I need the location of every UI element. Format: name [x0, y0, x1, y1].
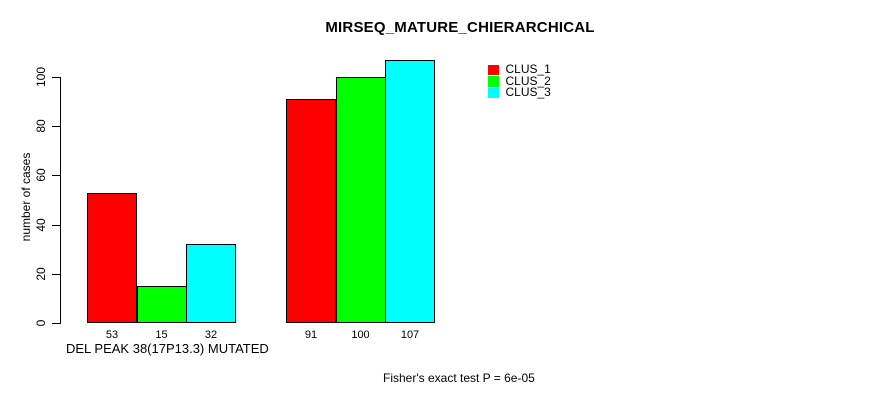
bar-value-label: 53	[105, 329, 119, 341]
legend-item: CLUS_2	[488, 73, 551, 88]
bar-clus_1-group2	[286, 99, 336, 323]
bar-value-label: 91	[304, 329, 318, 341]
bar-value-label: 100	[351, 329, 370, 341]
bar-clus_2-group2	[335, 77, 386, 323]
bar-clus_1-group1	[87, 192, 137, 323]
bar-clus_2-group1	[136, 286, 187, 323]
bar-value-label: 32	[204, 329, 218, 341]
y-axis-line	[60, 77, 61, 324]
legend-swatch-icon	[488, 87, 499, 98]
y-tick-label: 100	[34, 66, 48, 88]
bar-value-label: 15	[155, 329, 168, 341]
bar-clus_3-group2	[385, 59, 435, 323]
y-tick	[52, 224, 60, 226]
y-tick	[52, 273, 60, 275]
bar-value-label: 107	[400, 329, 420, 341]
y-tick	[52, 323, 60, 324]
y-tick-label: 0	[34, 319, 48, 327]
legend-swatch-icon	[488, 64, 499, 75]
y-axis-label: number of cases	[19, 152, 33, 242]
y-tick-label: 60	[34, 168, 48, 183]
y-tick	[52, 126, 60, 128]
legend-swatch-icon	[488, 76, 499, 87]
legend-item: CLUS_1	[488, 62, 551, 76]
bar-clus_3-group1	[186, 244, 236, 323]
x-axis-label: DEL PEAK 38(17P13.3) MUTATED	[66, 341, 269, 356]
legend: CLUS_1 CLUS_2 CLUS_3	[488, 62, 551, 99]
y-tick-label: 40	[34, 217, 48, 232]
y-tick	[52, 77, 60, 78]
y-tick	[52, 175, 60, 177]
chart-title: MIRSEQ_MATURE_CHIERARCHICAL	[325, 19, 595, 36]
legend-item: CLUS_3	[488, 85, 551, 99]
y-tick-label: 20	[34, 267, 48, 281]
legend-label: CLUS_3	[505, 85, 551, 99]
legend-label: CLUS_1	[505, 62, 551, 76]
fisher-test-annotation: Fisher's exact test P = 6e-05	[383, 371, 535, 385]
y-tick-label: 80	[34, 119, 48, 133]
legend-label: CLUS_2	[505, 73, 551, 88]
